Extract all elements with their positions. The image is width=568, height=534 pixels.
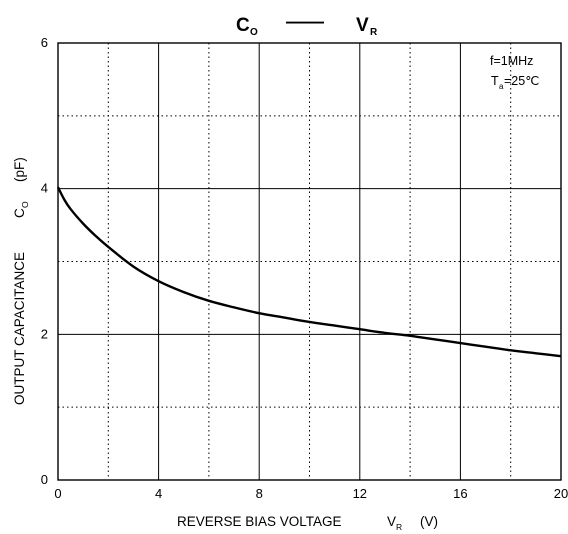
series-line-co	[56, 186, 562, 358]
x-tick-label: 16	[453, 486, 467, 501]
x-axis-unit: (V)	[420, 514, 438, 529]
x-axis-label: REVERSE BIAS VOLTAGE V R (V)	[177, 514, 438, 532]
x-tick-label: 4	[155, 486, 162, 501]
title-right-sub: R	[370, 27, 378, 38]
plot-frame	[57, 42, 562, 481]
note-temp-sub: a	[499, 82, 504, 91]
title-main-sub: O	[250, 27, 258, 38]
y-axis-symbol-sub: O	[20, 201, 30, 208]
title-right: V	[356, 15, 369, 36]
y-tick-label: 0	[41, 472, 48, 487]
conditions-note: f=1MHz T a =25℃	[490, 54, 539, 91]
y-tick-label: 6	[41, 35, 48, 50]
note-frequency: f=1MHz	[490, 54, 533, 68]
note-temp-value: =25℃	[504, 74, 539, 88]
x-axis-label-text: REVERSE BIAS VOLTAGE	[177, 514, 342, 529]
y-tick-label: 2	[41, 326, 48, 341]
y-axis-symbol: C	[12, 208, 27, 218]
y-tick-labels: 0 2 4 6	[41, 35, 48, 487]
x-axis-symbol-sub: R	[396, 522, 402, 532]
title-main: C	[236, 15, 250, 36]
y-axis-label: OUTPUT CAPACITANCE C O (pF)	[12, 157, 30, 405]
grid	[58, 43, 561, 480]
x-tick-labels: 0 4 8 12 16 20	[54, 486, 568, 501]
x-tick-label: 12	[353, 486, 367, 501]
y-axis-label-text: OUTPUT CAPACITANCE	[12, 252, 27, 405]
x-axis-symbol: V	[387, 514, 396, 529]
note-temp-symbol: T	[491, 74, 499, 88]
x-tick-label: 20	[554, 486, 568, 501]
title-dash: ——	[286, 12, 324, 33]
chart-title: C O —— V R	[236, 12, 378, 38]
x-tick-label: 8	[256, 486, 263, 501]
x-tick-label: 0	[54, 486, 61, 501]
y-tick-label: 4	[41, 181, 48, 196]
y-axis-unit: (pF)	[12, 157, 27, 182]
